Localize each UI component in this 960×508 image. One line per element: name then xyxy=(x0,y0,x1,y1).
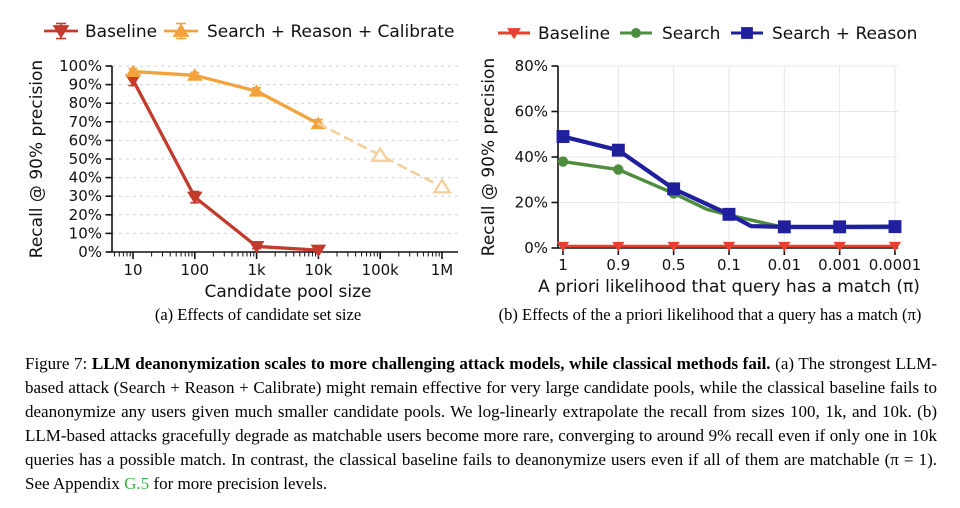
legend-label: Baseline xyxy=(85,22,157,42)
y-tick-label: 60% xyxy=(69,131,102,149)
legend-marker xyxy=(52,25,70,39)
y-tick-label: 40% xyxy=(69,169,102,187)
marker-tri-down xyxy=(125,74,141,87)
y-axis-title: Recall @ 90% precision xyxy=(27,60,47,258)
marker-tri-up xyxy=(186,68,203,81)
marker-tri-down xyxy=(310,244,327,258)
y-axis-title: Recall @ 90% precision xyxy=(480,58,499,256)
x-tick-label: 0.001 xyxy=(818,256,861,274)
marker-tri-down xyxy=(888,241,902,252)
x-tick-label: 100k xyxy=(362,261,400,279)
subcaption-b: (b) Effects of the a priori likelihood t… xyxy=(498,305,922,324)
marker-square xyxy=(722,207,736,221)
series-line-2 xyxy=(560,134,898,229)
x-tick-label: 100 xyxy=(180,261,209,279)
marker-tri-down xyxy=(186,191,203,205)
marker-tri-up xyxy=(248,84,265,97)
legend-marker xyxy=(741,27,753,39)
legend-marker xyxy=(631,28,641,38)
marker-square xyxy=(556,130,570,143)
x-tick-label: 1M xyxy=(431,261,454,279)
marker-square xyxy=(667,182,681,196)
x-tick-label: 10 xyxy=(123,261,142,279)
y-tick-label: 70% xyxy=(69,113,102,131)
legend-marker xyxy=(507,28,521,40)
y-tick-label: 0% xyxy=(78,243,102,261)
marker-tri-down xyxy=(248,240,265,254)
marker-tri-down xyxy=(556,241,570,252)
y-tick-label: 20% xyxy=(69,206,102,224)
y-tick-label: 10% xyxy=(69,224,102,242)
x-axis-title: A priori likelihood that query has a mat… xyxy=(538,277,920,297)
x-tick-label: 1 xyxy=(558,256,568,274)
x-tick-label: 0.9 xyxy=(606,256,630,274)
y-tick-label: 30% xyxy=(69,187,102,205)
marker-tri-down xyxy=(612,241,625,252)
x-tick-label: 0.01 xyxy=(768,256,801,274)
legend-label: Search + Reason + Calibrate xyxy=(207,22,455,42)
y-tick-label: 50% xyxy=(69,150,102,168)
series-line-2 xyxy=(317,122,444,189)
marker-square xyxy=(833,220,847,234)
subcaption-a: (a) Effects of candidate set size xyxy=(154,305,362,324)
marker-tri-up-open xyxy=(432,177,452,194)
marker-square xyxy=(888,220,902,234)
appendix-g5-link[interactable]: G.5 xyxy=(124,474,150,493)
y-tick-label: 20% xyxy=(515,194,548,212)
series-line-1 xyxy=(131,69,321,126)
chart-b-a-priori-likelihood: 0% 20% 40% 60% 80% 1 0.9 0.5 0.1 0.01 0.001 0.0001 A… xyxy=(480,0,960,330)
x-tick-label: 0.5 xyxy=(662,256,686,274)
y-tick-label: 0% xyxy=(524,239,548,257)
series-line-0 xyxy=(131,78,321,252)
x-axis-title: Candidate pool size xyxy=(205,282,372,302)
marker-square xyxy=(611,143,625,157)
legend-marker xyxy=(172,23,190,37)
figure-caption: Figure 7: LLM deanonymization scales to … xyxy=(25,352,937,496)
y-tick-label: 80% xyxy=(515,57,548,75)
y-tick-label: 60% xyxy=(515,103,548,121)
y-tick-label: 80% xyxy=(69,94,102,112)
marker-circle xyxy=(613,164,624,175)
marker-tri-down xyxy=(667,241,680,252)
marker-tri-up-open xyxy=(370,146,391,162)
y-tick-label: 90% xyxy=(69,76,102,94)
x-tick-label: 1k xyxy=(247,261,266,279)
caption-prefix: Figure 7: xyxy=(25,354,92,373)
marker-square xyxy=(777,220,791,234)
legend-label: Baseline xyxy=(538,24,610,44)
marker-tri-up xyxy=(125,64,141,78)
chart-a-plot: 0%10%20%30%40%50%60%70%80%90%100% 10 100 1k… xyxy=(27,22,458,302)
caption-bold-title: LLM deanonymization scales to more chall… xyxy=(91,354,771,373)
x-tick-label: 0.1 xyxy=(717,256,741,274)
marker-circle xyxy=(557,156,569,167)
legend-label: Search xyxy=(662,24,720,44)
caption-tail: for more precision levels. xyxy=(149,474,328,493)
marker-tri-down xyxy=(833,241,846,252)
caption-body: (a) The strongest LLM-based attack (Sear… xyxy=(25,354,937,493)
y-tick-label: 100% xyxy=(59,57,102,75)
y-tick-label: 40% xyxy=(515,148,548,166)
chart-a-candidate-pool-size: 0% 10% 20% 30% 40% 50% 60% 70% 80% 90% 100% 10 100 1k… xyxy=(0,0,480,330)
x-tick-label: 0.0001 xyxy=(869,256,922,274)
legend-label: Search + Reason xyxy=(772,24,917,44)
x-tick-label: 10k xyxy=(305,261,333,279)
marker-tri-down xyxy=(722,241,736,252)
chart-b-plot: 0% 20% 40% 60% 80% 1 0.9 0.5 0.1 0.01 0.001 0.0001 A… xyxy=(480,24,922,297)
marker-tri-down xyxy=(778,241,791,252)
